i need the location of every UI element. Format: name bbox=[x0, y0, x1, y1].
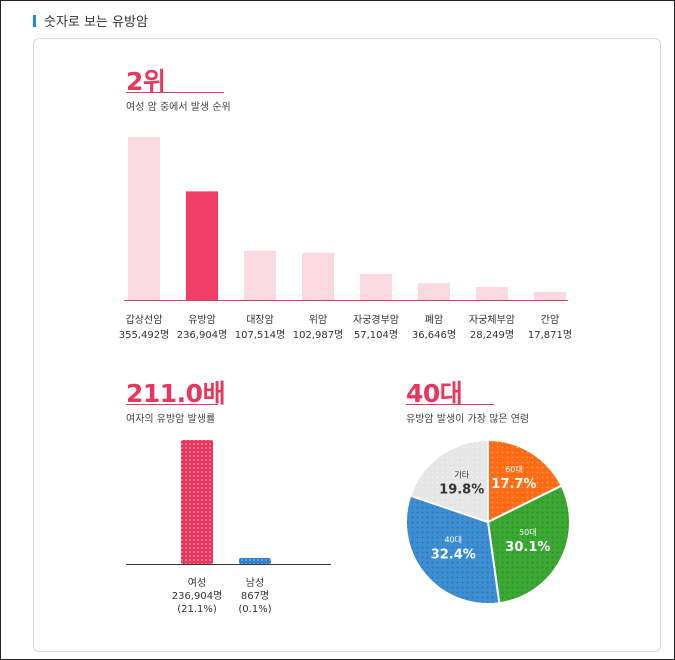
pie-slice-2 bbox=[405, 494, 501, 605]
gender-value-labels: 236,904명 bbox=[172, 590, 223, 602]
bar-6 bbox=[476, 287, 508, 300]
ratio-value: 211.0배 bbox=[126, 379, 226, 408]
category-label: 간암 bbox=[541, 314, 559, 326]
bar-5 bbox=[418, 283, 450, 300]
value-label: 17,871명 bbox=[528, 329, 572, 341]
gender-bar-0 bbox=[181, 440, 213, 564]
pie-label: 60대 bbox=[505, 465, 523, 474]
section-title: 숫자로 보는 유방암 bbox=[44, 15, 148, 30]
pie-value: 32.4% bbox=[431, 548, 476, 563]
category-label: 대장암 bbox=[246, 314, 274, 326]
rank-underline bbox=[126, 92, 224, 93]
cancer-rank-bar-chart: 갑상선암 355,492명 유방암 236,904명 대장암 107,514명 위암 102,… bbox=[119, 137, 572, 341]
gender-categories: 남성 bbox=[246, 577, 264, 589]
ratio-caption: 여자의 유방암 발생률 bbox=[126, 414, 216, 425]
gender-categories: 여성 bbox=[188, 577, 206, 589]
bar-2 bbox=[244, 250, 276, 300]
category-label: 위암 bbox=[309, 313, 327, 326]
bar-1 bbox=[186, 191, 218, 300]
pie-slice-0 bbox=[487, 438, 563, 524]
pie-label: 40대 bbox=[444, 536, 462, 545]
pie-slice-1 bbox=[486, 484, 571, 605]
pie-label: 50대 bbox=[519, 528, 537, 537]
pie-value: 19.8% bbox=[439, 482, 484, 497]
ratio-underline bbox=[126, 404, 218, 405]
bar-3 bbox=[302, 252, 334, 300]
age-caption: 유방암 발생이 가장 많은 연령 bbox=[406, 414, 530, 425]
bar-0 bbox=[128, 137, 160, 300]
age-pie-chart: 60대 17.7% 50대 30.1% 40대 32.4% 기타 19.8% bbox=[405, 438, 571, 605]
age-value: 40대 bbox=[406, 379, 463, 408]
pie-value: 30.1% bbox=[505, 540, 550, 555]
category-label: 유방암 bbox=[188, 314, 216, 326]
value-label: 57,104명 bbox=[354, 329, 398, 341]
bar-4 bbox=[360, 273, 392, 300]
gender-value-labels: 867명 bbox=[241, 590, 269, 602]
gender-bar-1 bbox=[239, 558, 271, 564]
value-label: 102,987명 bbox=[293, 329, 344, 341]
bar-7 bbox=[534, 291, 566, 300]
value-label: 355,492명 bbox=[119, 329, 170, 341]
section-header: 숫자로 보는 유방암 bbox=[33, 11, 148, 30]
value-label: 107,514명 bbox=[235, 329, 286, 341]
value-label: 28,249명 bbox=[470, 329, 514, 341]
category-label: 갑상선암 bbox=[126, 314, 163, 326]
category-label: 자궁체부암 bbox=[469, 314, 515, 326]
pie-value: 17.7% bbox=[491, 477, 536, 492]
category-label: 자궁경부암 bbox=[353, 313, 399, 326]
pie-label: 기타 bbox=[454, 470, 469, 479]
rank-caption: 여성 암 중에서 발생 순위 bbox=[126, 102, 231, 113]
pie-slice-3 bbox=[409, 438, 489, 524]
category-label: 폐암 bbox=[425, 314, 443, 326]
rank-value: 2위 bbox=[126, 67, 166, 96]
gender-percent-labels: (21.1%) bbox=[177, 604, 217, 615]
value-label: 236,904명 bbox=[177, 329, 228, 341]
gender-percent-labels: (0.1%) bbox=[238, 604, 271, 615]
age-underline bbox=[406, 404, 494, 405]
value-label: 36,646명 bbox=[412, 329, 456, 341]
section-marker bbox=[33, 14, 36, 27]
